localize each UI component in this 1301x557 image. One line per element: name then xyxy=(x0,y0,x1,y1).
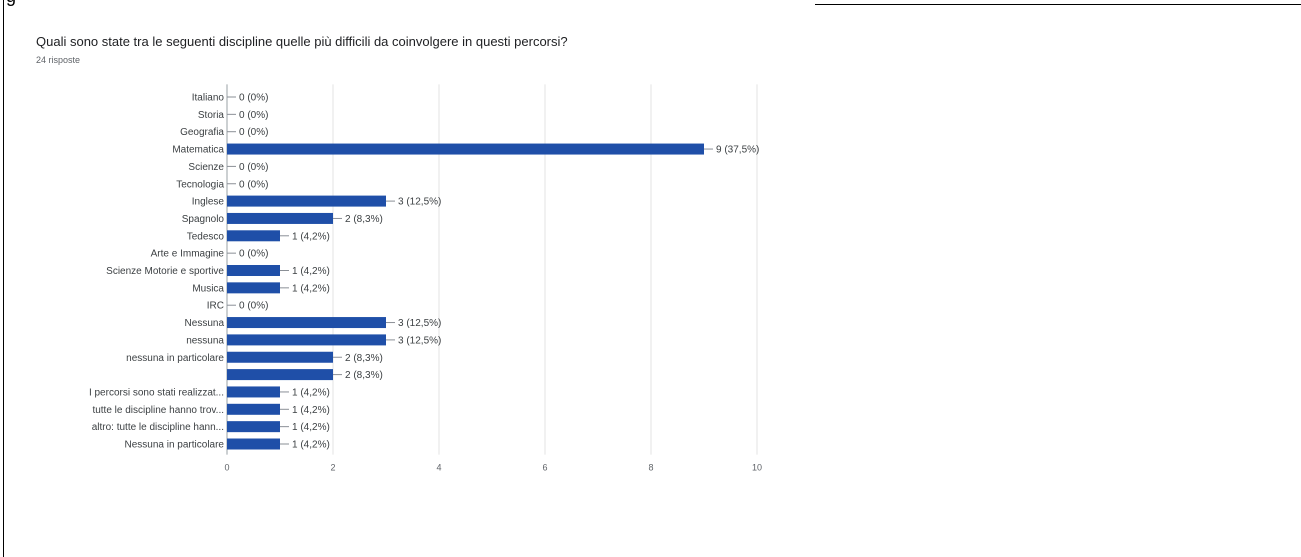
value-label: 1 (4,2%) xyxy=(292,440,330,451)
bar-chart: 0 2 4 6 8 10 Italiano 0 (0%) Storia 0 (0%) Geograf… xyxy=(89,84,762,472)
x-tick-label: 2 xyxy=(330,463,335,472)
bar xyxy=(227,369,333,381)
bar xyxy=(227,265,280,276)
category-label: Matematica xyxy=(172,145,224,156)
bar xyxy=(227,317,386,329)
value-label: 0 (0%) xyxy=(239,162,268,173)
category-label: Scienze Motorie e sportive xyxy=(106,266,224,277)
clipped-heading-text: g xyxy=(6,0,16,7)
value-label: 2 (8,3%) xyxy=(345,214,383,225)
bar xyxy=(227,212,333,224)
bar xyxy=(227,195,386,207)
category-label: altro: tutte le discipline hann... xyxy=(92,422,224,433)
value-label: 3 (12,5%) xyxy=(398,335,441,346)
x-tick-label: 4 xyxy=(436,463,441,472)
bar xyxy=(227,143,704,155)
category-label: Nessuna xyxy=(185,318,225,329)
bar xyxy=(227,403,280,415)
value-label: 1 (4,2%) xyxy=(292,283,330,294)
category-label: Tecnologia xyxy=(176,179,224,190)
category-label: Scienze xyxy=(188,162,224,173)
bar xyxy=(227,282,280,294)
value-label: 0 (0%) xyxy=(239,93,268,104)
value-label: 0 (0%) xyxy=(239,179,268,190)
chart-card: Quali sono state tra le seguenti discipl… xyxy=(18,22,818,472)
value-label: 1 (4,2%) xyxy=(292,231,330,242)
value-label: 1 (4,2%) xyxy=(292,387,330,398)
bar xyxy=(227,334,386,346)
value-label: 2 (8,3%) xyxy=(345,370,383,381)
x-tick-label: 8 xyxy=(648,463,653,472)
bar xyxy=(227,438,280,450)
category-label: nessuna in particolare xyxy=(126,353,224,364)
category-label: Geografia xyxy=(180,127,224,138)
value-label: 0 (0%) xyxy=(239,110,268,121)
x-tick-label: 6 xyxy=(542,463,547,472)
category-label: Spagnolo xyxy=(182,214,225,225)
frame-top-border xyxy=(815,4,1301,5)
category-label: Arte e Immagine xyxy=(151,249,225,260)
value-label: 1 (4,2%) xyxy=(292,405,330,416)
value-label: 3 (12,5%) xyxy=(398,318,441,329)
category-label: Italiano xyxy=(192,93,225,104)
category-label: Musica xyxy=(192,283,224,294)
response-count: 24 risposte xyxy=(36,55,81,65)
bar xyxy=(227,386,280,398)
bar xyxy=(227,421,280,433)
category-label: Storia xyxy=(198,110,225,121)
chart-title: Quali sono state tra le seguenti discipl… xyxy=(36,34,568,49)
x-tick-label: 10 xyxy=(752,463,762,472)
category-label: IRC xyxy=(207,301,224,312)
bar xyxy=(227,351,333,363)
value-label: 0 (0%) xyxy=(239,249,268,260)
bar xyxy=(227,230,280,242)
category-label: Inglese xyxy=(192,197,225,208)
value-label: 3 (12,5%) xyxy=(398,197,441,208)
value-label: 2 (8,3%) xyxy=(345,353,383,364)
frame-left-border xyxy=(3,0,4,557)
value-label: 1 (4,2%) xyxy=(292,266,330,277)
value-label: 0 (0%) xyxy=(239,127,268,138)
category-label: Nessuna in particolare xyxy=(125,440,225,451)
value-label: 1 (4,2%) xyxy=(292,422,330,433)
x-tick-label: 0 xyxy=(224,463,229,472)
category-label: Tedesco xyxy=(187,231,225,242)
value-label: 0 (0%) xyxy=(239,301,268,312)
category-label: tutte le discipline hanno trov... xyxy=(92,405,224,416)
value-label: 9 (37,5%) xyxy=(716,145,759,156)
category-label: nessuna xyxy=(186,335,224,346)
category-label: I percorsi sono stati realizzat... xyxy=(89,387,224,398)
